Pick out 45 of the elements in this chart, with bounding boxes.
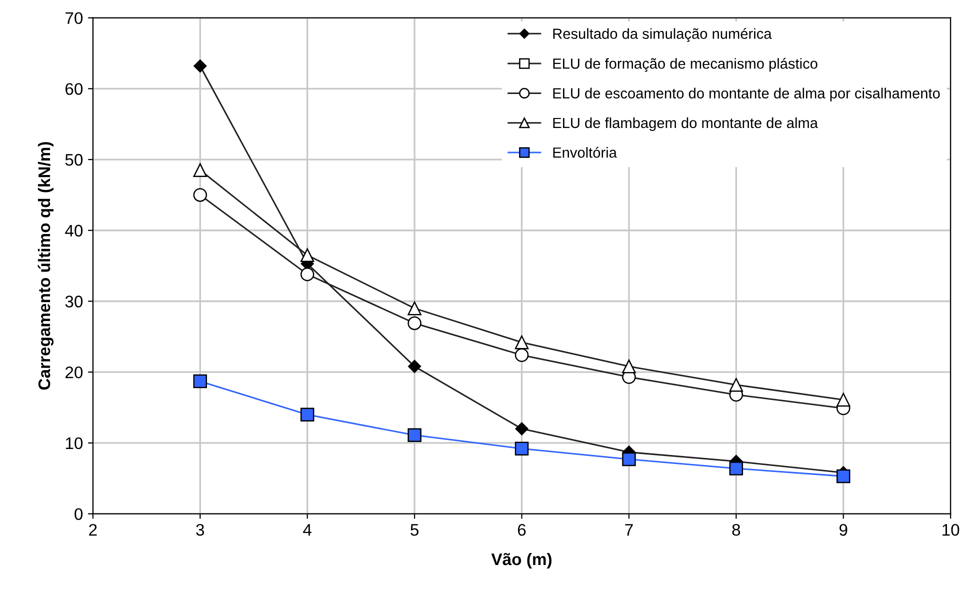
point: [514, 442, 529, 456]
point: [408, 360, 422, 373]
point: [836, 392, 850, 407]
x-tick-label: 7: [625, 524, 633, 536]
point: [836, 469, 850, 484]
x-tick-label: 4: [303, 524, 312, 536]
y-tick-label: 10: [66, 437, 83, 450]
x-tick-label: 5: [410, 524, 418, 536]
y-tick-label: 0: [74, 508, 83, 520]
y-tick-label: 40: [65, 224, 83, 237]
point: [729, 378, 744, 392]
point: [193, 163, 208, 178]
legend-label: ELU de flambagem do montante de alma: [553, 117, 818, 131]
point: [408, 301, 422, 316]
point: [514, 335, 529, 350]
point: [194, 59, 207, 73]
x-tick-label: 2: [89, 524, 97, 536]
x-tick-label: 6: [518, 524, 526, 536]
x-tick-label: 3: [196, 524, 204, 536]
point: [300, 408, 314, 422]
point: [515, 422, 528, 436]
y-tick-label: 20: [66, 366, 83, 378]
x-tick-label: 9: [840, 524, 848, 536]
point: [408, 316, 422, 330]
y-tick-label: 70: [66, 12, 83, 24]
x-axis-title: Vão (m): [491, 552, 552, 568]
point: [193, 374, 208, 388]
point: [622, 452, 636, 466]
point: [729, 462, 744, 476]
point: [408, 428, 422, 442]
x-tick-label: 8: [732, 524, 740, 536]
legend-label: ELU de formação de mecanismo plástico: [553, 58, 818, 72]
y-tick-label: 30: [65, 296, 83, 308]
y-tick-label: 50: [65, 154, 83, 166]
legend-label: Resultado da simulação numérica: [553, 28, 772, 42]
point: [514, 348, 529, 362]
x-tick-label: 10: [942, 524, 960, 536]
point: [193, 188, 208, 202]
point: [300, 248, 314, 262]
legend-label: Envoltória: [553, 146, 617, 158]
y-tick-label: 60: [66, 83, 83, 95]
y-axis-title: Carregamento último qd (kN/m): [38, 142, 54, 390]
point: [300, 267, 314, 282]
legend-label: ELU de escoamento do montante de alma por cisalhamento: [553, 88, 940, 102]
point: [622, 360, 636, 374]
